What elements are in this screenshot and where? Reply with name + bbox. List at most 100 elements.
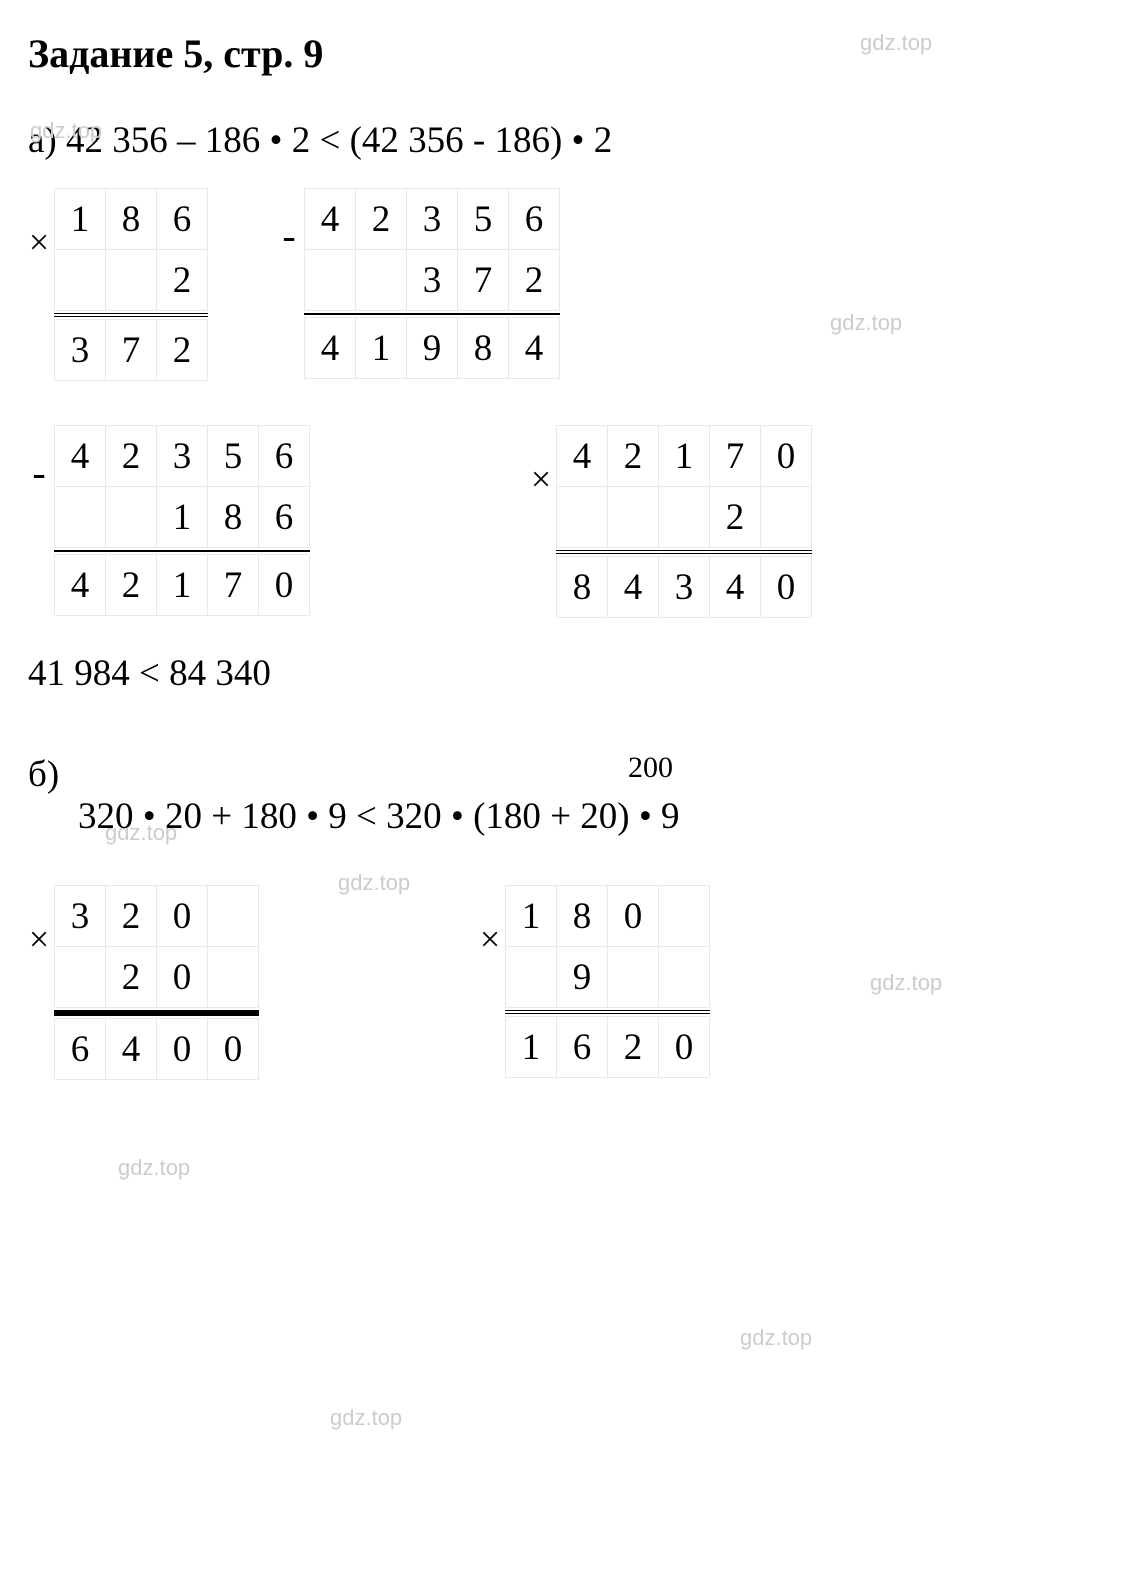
cell: 2	[710, 487, 761, 548]
cell	[55, 947, 106, 1008]
operator-minus-icon: -	[278, 188, 304, 256]
cell: 8	[557, 886, 608, 947]
operator-multiply-icon: ×	[28, 885, 54, 957]
calc-b2: × 1 8 0 9 1 6	[479, 885, 710, 1078]
calc-a1: × 1 8 6 2 3 7 2	[28, 188, 208, 381]
watermark: gdz.top	[118, 1155, 190, 1181]
cell: 3	[659, 557, 710, 618]
operator-multiply-icon: ×	[28, 188, 54, 260]
cell: 2	[106, 947, 157, 1008]
cell: 4	[305, 318, 356, 379]
cell	[305, 250, 356, 311]
cell: 2	[106, 555, 157, 616]
cell: 8	[458, 318, 509, 379]
rule-thin	[304, 313, 560, 315]
calc-a2-result: 4 1 9 8 4	[304, 317, 560, 379]
operator-multiply-icon: ×	[479, 885, 505, 957]
cell	[761, 487, 812, 548]
calc-b1-top: 3 2 0 2 0	[54, 885, 259, 1008]
cell: 3	[157, 426, 208, 487]
cell: 4	[509, 318, 560, 379]
calc-a2: - 4 2 3 5 6 3 7 2	[278, 188, 560, 379]
cell: 1	[506, 1017, 557, 1078]
cell: 2	[106, 426, 157, 487]
cell: 7	[106, 320, 157, 381]
cell: 4	[710, 557, 761, 618]
cell: 0	[208, 1019, 259, 1080]
calc-a4-result: 8 4 3 4 0	[556, 556, 812, 618]
cell: 5	[208, 426, 259, 487]
cell: 8	[208, 487, 259, 548]
cell: 4	[55, 426, 106, 487]
cell: 6	[55, 1019, 106, 1080]
cell: 0	[157, 886, 208, 947]
cell	[55, 487, 106, 548]
part-a-expr-text: 42 356 – 186 • 2 < (42 356 - 186) • 2	[66, 120, 612, 161]
cell: 3	[407, 189, 458, 250]
cell: 1	[55, 189, 106, 250]
cell	[659, 487, 710, 548]
calc-b2-result: 1 6 2 0	[505, 1016, 710, 1078]
watermark: gdz.top	[740, 1325, 812, 1351]
cell: 4	[55, 555, 106, 616]
cell: 0	[761, 557, 812, 618]
cell: 2	[106, 886, 157, 947]
calc-a3-top: 4 2 3 5 6 1 8 6	[54, 425, 310, 548]
cell: 4	[106, 1019, 157, 1080]
cell	[608, 947, 659, 1008]
calc-a4: × 4 2 1 7 0 2	[530, 425, 812, 618]
cell: 6	[557, 1017, 608, 1078]
part-a-conclusion: 41 984 < 84 340	[28, 652, 1097, 695]
cell: 2	[608, 426, 659, 487]
rule-double	[505, 1010, 710, 1014]
rule-thick	[54, 1010, 259, 1016]
cell: 1	[356, 318, 407, 379]
calc-a2-top: 4 2 3 5 6 3 7 2	[304, 188, 560, 311]
part-a-label: а)	[28, 120, 57, 161]
cell: 0	[157, 1019, 208, 1080]
cell	[557, 487, 608, 548]
cell: 1	[157, 555, 208, 616]
cell: 8	[106, 189, 157, 250]
cell: 2	[356, 189, 407, 250]
cell	[356, 250, 407, 311]
cell: 3	[55, 886, 106, 947]
page-title: Задание 5, стр. 9	[28, 30, 1097, 77]
cell: 4	[305, 189, 356, 250]
cell	[55, 250, 106, 311]
cell: 6	[157, 189, 208, 250]
calc-b1-result: 6 4 0 0	[54, 1018, 259, 1080]
cell: 2	[608, 1017, 659, 1078]
calc-a1-result: 3 7 2	[54, 319, 208, 381]
part-a-expression: а) 42 356 – 186 • 2 < (42 356 - 186) • 2	[28, 119, 1097, 162]
rule-double	[54, 313, 208, 317]
cell: 3	[55, 320, 106, 381]
rule-double	[556, 550, 812, 554]
cell: 6	[509, 189, 560, 250]
cell: 7	[710, 426, 761, 487]
cell: 6	[259, 426, 310, 487]
cell	[659, 886, 710, 947]
cell	[106, 250, 157, 311]
cell: 7	[458, 250, 509, 311]
cell: 1	[659, 426, 710, 487]
cell: 7	[208, 555, 259, 616]
calc-b2-top: 1 8 0 9	[505, 885, 710, 1008]
watermark: gdz.top	[330, 1405, 402, 1431]
calc-a1-top: 1 8 6 2	[54, 188, 208, 311]
cell: 9	[407, 318, 458, 379]
part-b-sup: 200	[628, 751, 673, 785]
operator-minus-icon: -	[28, 425, 54, 493]
cell: 0	[608, 886, 659, 947]
cell: 6	[259, 487, 310, 548]
calc-a3-result: 4 2 1 7 0	[54, 554, 310, 616]
cell	[608, 487, 659, 548]
cell: 8	[557, 557, 608, 618]
operator-multiply-icon: ×	[530, 425, 556, 497]
part-b-label: б)	[28, 753, 59, 796]
cell	[106, 487, 157, 548]
part-b-expression: 320 • 20 + 180 • 9 < 320 • (180 + 20) • …	[78, 795, 680, 838]
calc-a4-top: 4 2 1 7 0 2	[556, 425, 812, 548]
cell: 0	[157, 947, 208, 1008]
calc-a3: - 4 2 3 5 6 1 8 6	[28, 425, 310, 616]
